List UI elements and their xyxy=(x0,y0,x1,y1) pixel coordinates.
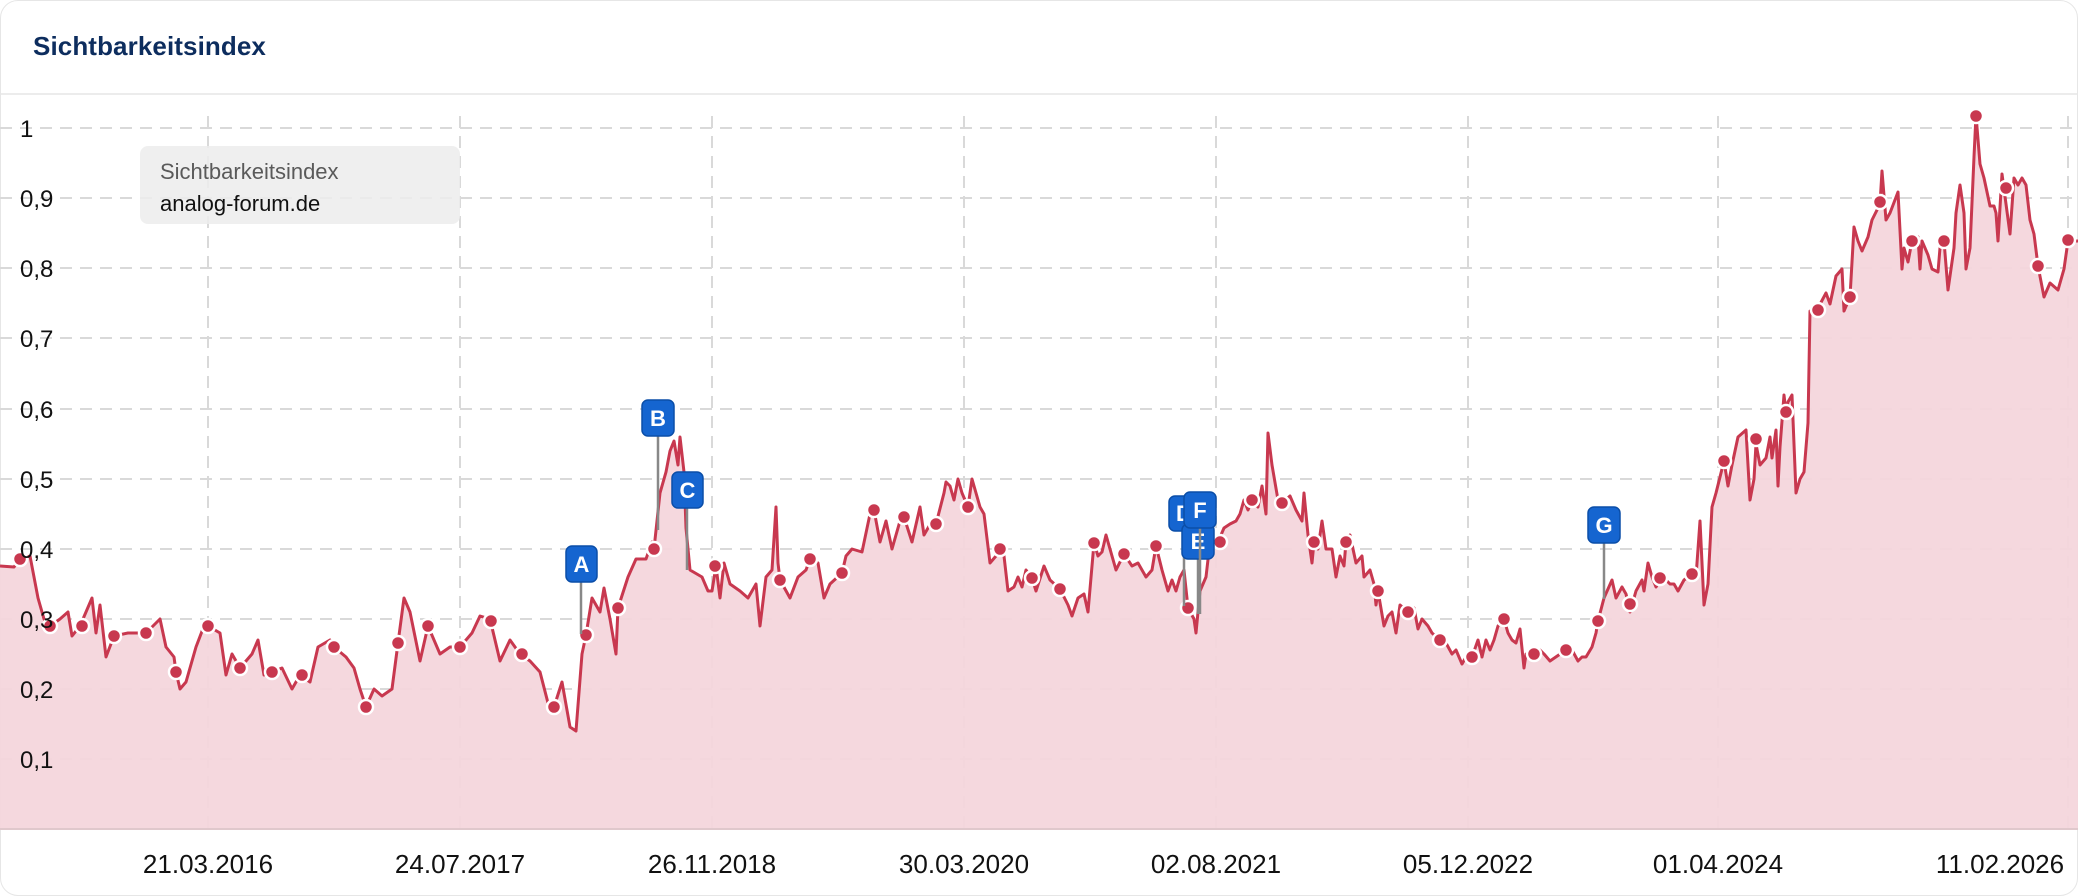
svg-text:E: E xyxy=(1191,529,1206,554)
svg-text:0,9: 0,9 xyxy=(20,186,53,213)
svg-text:01.04.2024: 01.04.2024 xyxy=(1653,849,1783,879)
svg-text:F: F xyxy=(1193,498,1206,523)
svg-text:0,8: 0,8 xyxy=(20,256,53,283)
svg-text:02.08.2021: 02.08.2021 xyxy=(1151,849,1281,879)
event-marker-e[interactable]: E xyxy=(1181,523,1215,614)
x-axis-labels: 21.03.2016 24.07.2017 26.11.2018 30.03.2… xyxy=(143,849,2064,879)
y-axis-labels: 1 0,9 0,8 0,7 0,6 0,5 0,4 0,3 0,2 0,1 xyxy=(20,116,53,774)
chart-legend: Sichtbarkeitsindex analog-forum.de xyxy=(140,146,460,224)
svg-text:24.07.2017: 24.07.2017 xyxy=(395,849,525,879)
svg-text:0,4: 0,4 xyxy=(20,537,53,564)
svg-text:G: G xyxy=(1595,513,1612,538)
svg-text:0,6: 0,6 xyxy=(20,397,53,424)
legend-domain: analog-forum.de xyxy=(160,191,321,216)
event-markers[interactable]: D A B C E F xyxy=(565,399,1621,634)
svg-text:0,1: 0,1 xyxy=(20,747,53,774)
event-marker-g[interactable]: G xyxy=(1587,506,1621,599)
svg-text:0,3: 0,3 xyxy=(20,607,53,634)
series-area xyxy=(0,115,2078,829)
svg-text:21.03.2016: 21.03.2016 xyxy=(143,849,273,879)
svg-text:0,7: 0,7 xyxy=(20,326,53,353)
event-marker-a[interactable]: A xyxy=(565,545,598,634)
svg-text:05.12.2022: 05.12.2022 xyxy=(1403,849,1533,879)
svg-text:B: B xyxy=(650,406,666,431)
svg-text:0,2: 0,2 xyxy=(20,677,53,704)
svg-text:11.02.2026: 11.02.2026 xyxy=(1936,849,2064,879)
svg-text:30.03.2020: 30.03.2020 xyxy=(899,849,1029,879)
svg-text:0,5: 0,5 xyxy=(20,467,53,494)
svg-text:26.11.2018: 26.11.2018 xyxy=(648,849,776,879)
event-marker-c[interactable]: C xyxy=(671,471,704,570)
svg-text:C: C xyxy=(680,478,696,503)
data-point-dots[interactable] xyxy=(11,107,2077,716)
card-header: Sichtbarkeitsindex xyxy=(1,1,2077,95)
event-marker-b[interactable]: B xyxy=(641,399,675,530)
svg-text:A: A xyxy=(574,552,590,577)
svg-text:1: 1 xyxy=(20,116,33,143)
card-title: Sichtbarkeitsindex xyxy=(33,31,266,61)
legend-series-label: Sichtbarkeitsindex xyxy=(160,159,339,184)
event-marker-f[interactable]: F xyxy=(1183,491,1217,614)
